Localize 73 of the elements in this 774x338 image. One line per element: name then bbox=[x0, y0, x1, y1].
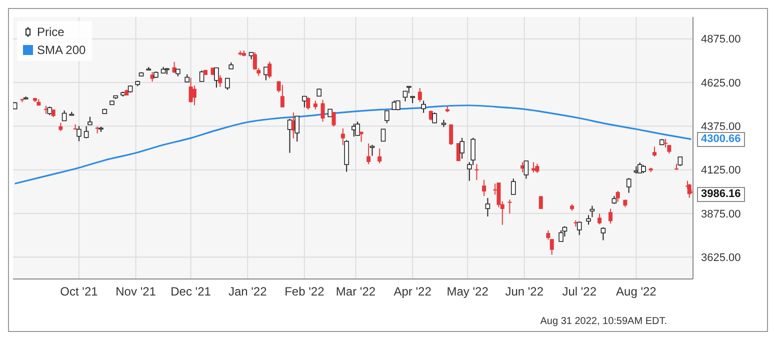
candlestick bbox=[344, 140, 349, 172]
candlestick bbox=[294, 116, 300, 142]
candlestick bbox=[218, 74, 222, 88]
candlestick bbox=[474, 164, 479, 180]
candlestick bbox=[302, 96, 307, 108]
y-tick-label: 4375.00 bbox=[701, 121, 741, 134]
candlestick bbox=[590, 205, 595, 218]
text: Aug 31 2022, 10:59AM EDT. bbox=[540, 316, 667, 327]
x-tick-label: Nov '21 bbox=[116, 284, 156, 299]
candlestick bbox=[192, 84, 196, 106]
x-tick-label: Apr '22 bbox=[394, 284, 432, 299]
candlestick bbox=[652, 146, 657, 158]
candlestick bbox=[510, 178, 516, 195]
candlestick bbox=[460, 137, 464, 160]
x-tick-label: Mar '22 bbox=[336, 284, 376, 299]
candlestick bbox=[600, 226, 606, 241]
candlestick bbox=[384, 110, 390, 124]
candlestick bbox=[280, 84, 284, 108]
candlestick bbox=[608, 208, 613, 224]
candlestick bbox=[76, 125, 82, 142]
x-tick-label: Dec '21 bbox=[170, 284, 212, 299]
legend-label: Price bbox=[37, 24, 64, 41]
x-tick-label: Jul '22 bbox=[562, 284, 597, 299]
candlestick bbox=[306, 96, 310, 110]
candlestick bbox=[678, 156, 683, 166]
x-tick-label: May '22 bbox=[446, 284, 489, 299]
candlestick bbox=[366, 142, 371, 165]
candlestick bbox=[449, 124, 454, 146]
y-tick-label: 4625.00 bbox=[701, 77, 741, 90]
candlestick bbox=[84, 126, 89, 139]
candlestick bbox=[355, 121, 360, 136]
x-tick-label: Jan '22 bbox=[228, 284, 268, 299]
candlestick bbox=[485, 197, 490, 217]
candlestick bbox=[508, 199, 512, 214]
candlestick bbox=[62, 110, 67, 122]
candlestick bbox=[378, 148, 382, 164]
candlestick bbox=[576, 221, 582, 236]
legend-label: SMA 200 bbox=[37, 42, 86, 59]
candlestick bbox=[402, 90, 408, 102]
y-tick-label: 4125.00 bbox=[701, 164, 741, 177]
annotation: 3986.16 bbox=[697, 187, 745, 202]
candlestick bbox=[524, 160, 529, 180]
candlestick bbox=[558, 230, 564, 242]
candlestick bbox=[482, 179, 486, 197]
candlestick bbox=[320, 99, 325, 122]
candlestick bbox=[616, 190, 620, 202]
candlestick bbox=[470, 137, 476, 166]
candlestick bbox=[332, 112, 336, 128]
line-series bbox=[14, 104, 692, 184]
candlestick bbox=[214, 67, 219, 88]
candlestick bbox=[199, 70, 204, 82]
x-tick-label: Feb '22 bbox=[284, 284, 325, 299]
candlestick bbox=[535, 163, 540, 174]
candlestick bbox=[626, 178, 632, 194]
candlestick bbox=[370, 144, 375, 156]
x-tick-label: Aug '22 bbox=[616, 284, 657, 299]
candlestick bbox=[340, 128, 345, 146]
candlestick bbox=[188, 77, 193, 104]
y-tick-label: 3625.00 bbox=[701, 252, 741, 264]
candlestick bbox=[418, 88, 422, 102]
y-tick-label: 3875.00 bbox=[701, 208, 741, 220]
candlestick bbox=[396, 100, 400, 111]
y-tick-label: 4875.00 bbox=[701, 34, 741, 46]
x-tick-label: Jun '22 bbox=[505, 284, 544, 299]
candlestick bbox=[598, 213, 602, 225]
candlestick bbox=[150, 72, 154, 82]
candlestick bbox=[586, 214, 591, 226]
annotation: 4300.66 bbox=[697, 132, 745, 148]
x-tick-label: Oct '21 bbox=[60, 284, 98, 299]
candlestick bbox=[538, 196, 543, 210]
candlestick bbox=[421, 100, 426, 114]
candlestick bbox=[268, 61, 272, 79]
candlestick bbox=[380, 128, 386, 142]
